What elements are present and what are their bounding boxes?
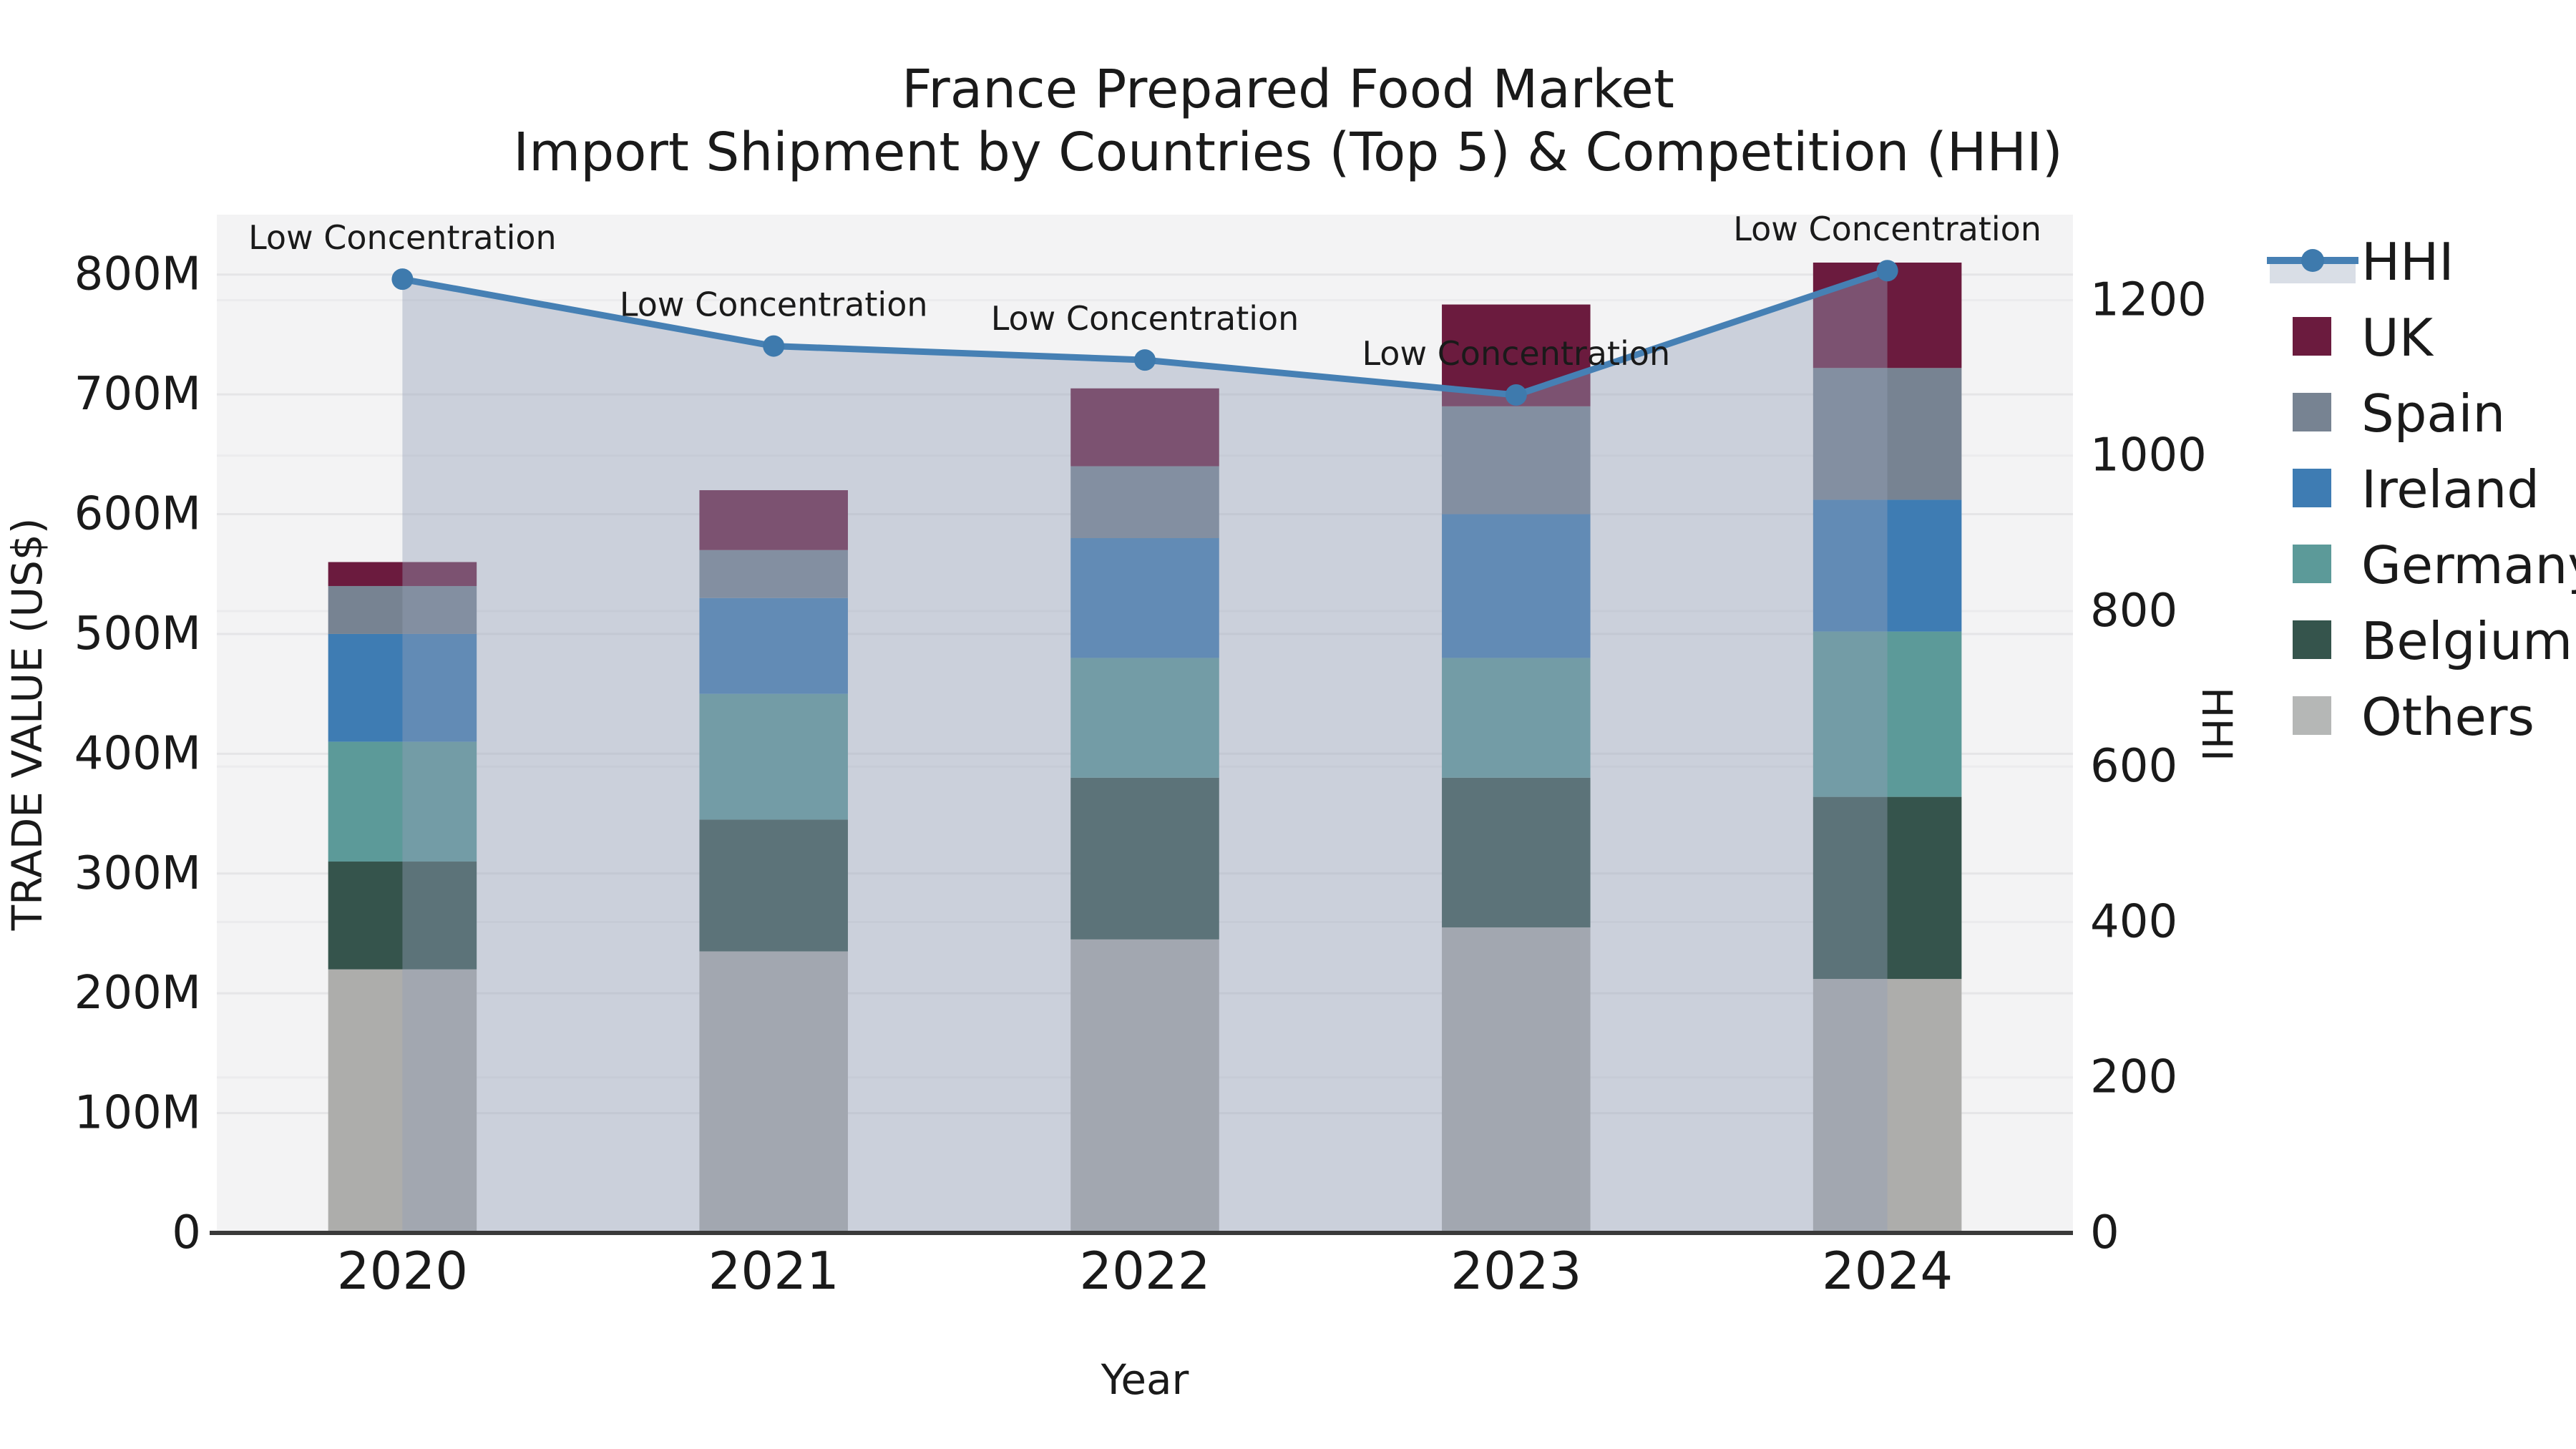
bar-segment-germany-2020 bbox=[328, 741, 477, 862]
bar-segment-germany-2021 bbox=[699, 693, 848, 820]
bar-segment-uk-2022 bbox=[1070, 388, 1219, 467]
right-tick-1200: 1200 bbox=[2090, 273, 2207, 326]
x-tick-2021: 2021 bbox=[708, 1241, 839, 1301]
bar-segment-others-2022 bbox=[1070, 939, 1219, 1233]
legend-label-germany: Germany bbox=[2361, 535, 2576, 595]
left-tick-0: 0 bbox=[172, 1206, 201, 1259]
left-tick-300M: 300M bbox=[74, 847, 201, 900]
bar-segment-germany-2023 bbox=[1442, 658, 1591, 778]
hhi-marker-2024 bbox=[1876, 260, 1898, 282]
legend-swatch-others bbox=[2293, 696, 2331, 735]
hhi-area-fill bbox=[402, 270, 1888, 1233]
bar-segment-uk-2020 bbox=[328, 562, 477, 586]
bar-segment-germany-2022 bbox=[1070, 658, 1219, 778]
legend-item-belgium: Belgium bbox=[2293, 611, 2572, 671]
bar-segment-belgium-2021 bbox=[699, 819, 848, 952]
bar-segment-belgium-2020 bbox=[328, 862, 477, 970]
x-tick-2023: 2023 bbox=[1450, 1241, 1581, 1301]
annotation-2022: Low Concentration bbox=[991, 299, 1299, 338]
bar-segment-spain-2020 bbox=[328, 585, 477, 634]
bar-segment-uk-2021 bbox=[699, 490, 848, 550]
bar-layer bbox=[328, 262, 1962, 1233]
hhi-area-layer bbox=[402, 270, 1888, 1233]
bar-segment-ireland-2024 bbox=[1813, 499, 1962, 632]
left-tick-100M: 100M bbox=[74, 1087, 201, 1140]
hhi-marker-2023 bbox=[1505, 384, 1527, 406]
annotation-2023: Low Concentration bbox=[1362, 334, 1670, 373]
legend-item-spain: Spain bbox=[2293, 384, 2505, 444]
legend-label-hhi: HHI bbox=[2361, 232, 2454, 292]
annotation-2024: Low Concentration bbox=[1733, 210, 2041, 248]
legend-item-others: Others bbox=[2293, 687, 2534, 747]
legend-item-hhi: HHI bbox=[2267, 232, 2454, 292]
annotation-2020: Low Concentration bbox=[248, 218, 557, 257]
chart-subtitle: Import Shipment by Countries (Top 5) & C… bbox=[513, 122, 2062, 183]
left-tick-400M: 400M bbox=[74, 727, 201, 780]
bar-segment-ireland-2020 bbox=[328, 633, 477, 742]
bar-segment-belgium-2024 bbox=[1813, 796, 1962, 980]
legend-label-belgium: Belgium bbox=[2361, 611, 2572, 671]
x-axis-title: Year bbox=[1101, 1355, 1189, 1404]
right-tick-200: 200 bbox=[2090, 1051, 2177, 1104]
bar-segment-others-2020 bbox=[328, 969, 477, 1233]
hhi-marker-2022 bbox=[1134, 349, 1156, 371]
bar-segment-ireland-2021 bbox=[699, 597, 848, 694]
bar-segment-others-2021 bbox=[699, 951, 848, 1233]
right-tick-600: 600 bbox=[2090, 740, 2177, 793]
right-tick-800: 800 bbox=[2090, 585, 2177, 638]
legend-swatch-spain bbox=[2293, 393, 2331, 431]
axis-layer: 0 100M 200M 300M 400M 500M 600M 700M 800M 0 200 400… bbox=[74, 248, 2207, 1301]
bar-segment-others-2023 bbox=[1442, 927, 1591, 1233]
left-tick-500M: 500M bbox=[74, 608, 201, 660]
legend-item-ireland: Ireland bbox=[2293, 459, 2540, 519]
hhi-line-layer bbox=[391, 260, 1898, 406]
right-tick-400: 400 bbox=[2090, 895, 2177, 948]
bar-segment-ireland-2022 bbox=[1070, 538, 1219, 658]
legend-label-ireland: Ireland bbox=[2361, 459, 2540, 519]
hhi-marker-2021 bbox=[763, 335, 785, 357]
x-tick-2020: 2020 bbox=[337, 1241, 468, 1301]
bar-segment-belgium-2023 bbox=[1442, 777, 1591, 928]
bar-segment-spain-2024 bbox=[1813, 368, 1962, 500]
left-tick-200M: 200M bbox=[74, 967, 201, 1020]
legend-swatch-belgium bbox=[2293, 620, 2331, 659]
legend-item-uk: UK bbox=[2293, 308, 2434, 368]
right-tick-1000: 1000 bbox=[2090, 429, 2207, 482]
left-axis-title: TRADE VALUE (US$) bbox=[3, 518, 52, 932]
bar-segment-spain-2023 bbox=[1442, 406, 1591, 514]
legend-label-spain: Spain bbox=[2361, 384, 2505, 444]
bar-segment-ireland-2023 bbox=[1442, 514, 1591, 658]
left-tick-700M: 700M bbox=[74, 368, 201, 421]
right-tick-0: 0 bbox=[2090, 1206, 2119, 1259]
legend-label-others: Others bbox=[2361, 687, 2534, 747]
legend-hhi-marker-sample bbox=[2301, 249, 2324, 272]
bar-segment-spain-2021 bbox=[699, 550, 848, 598]
bar-segment-belgium-2022 bbox=[1070, 777, 1219, 940]
legend-layer: HHI UK Spain Ireland Germany Belgium Others bbox=[2267, 232, 2576, 747]
legend-item-germany: Germany bbox=[2293, 535, 2576, 595]
left-tick-600M: 600M bbox=[74, 488, 201, 541]
annotation-layer: Low Concentration Low Concentration Low Co… bbox=[248, 210, 2041, 373]
bar-segment-others-2024 bbox=[1813, 979, 1962, 1233]
annotation-2021: Low Concentration bbox=[620, 286, 928, 324]
left-tick-800M: 800M bbox=[74, 248, 201, 301]
x-tick-2022: 2022 bbox=[1079, 1241, 1210, 1301]
legend-swatch-uk bbox=[2293, 317, 2331, 356]
legend-swatch-ireland bbox=[2293, 469, 2331, 507]
right-axis-title: HHI bbox=[2192, 687, 2241, 761]
legend-label-uk: UK bbox=[2361, 308, 2434, 368]
hhi-marker-2020 bbox=[391, 268, 414, 291]
chart-title: France Prepared Food Market bbox=[902, 59, 1674, 120]
bar-segment-spain-2022 bbox=[1070, 466, 1219, 539]
bar-segment-germany-2024 bbox=[1813, 631, 1962, 797]
x-tick-2024: 2024 bbox=[1822, 1241, 1953, 1301]
legend-swatch-germany bbox=[2293, 545, 2331, 583]
